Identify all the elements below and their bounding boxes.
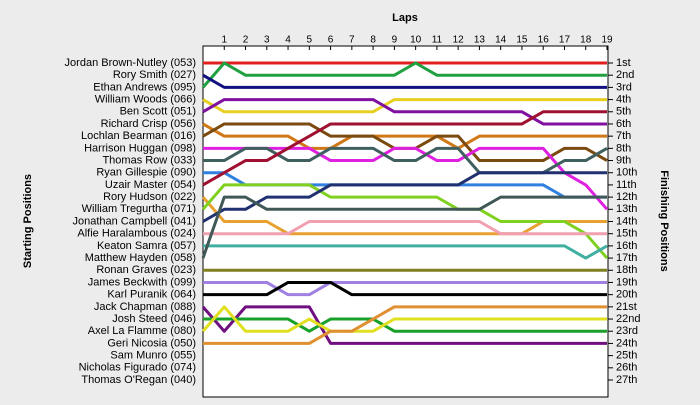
x-tick-label: 13 xyxy=(474,35,486,46)
y2-tick-label: 14th xyxy=(616,215,637,227)
x-tick-label: 19 xyxy=(601,35,613,46)
driver-label: Nicholas Figurado (074) xyxy=(79,362,196,374)
driver-label: William Tregurtha (071) xyxy=(82,203,196,215)
y2-tick-label: 27th xyxy=(616,374,637,386)
y-axis-title: Starting Positions xyxy=(22,174,34,268)
y2-tick-label: 22nd xyxy=(616,313,640,325)
driver-label: Keaton Samra (057) xyxy=(97,240,196,252)
driver-line xyxy=(203,305,607,345)
y2-tick-label: 8th xyxy=(616,142,631,154)
driver-label: Ronan Graves (023) xyxy=(96,264,196,276)
x-tick-label: 18 xyxy=(580,35,592,46)
x-tick-label: 9 xyxy=(392,35,398,46)
driver-label: Uzair Master (054) xyxy=(105,179,196,191)
driver-label: Jordan Brown-Nutley (053) xyxy=(65,57,196,69)
y2-tick-label: 3rd xyxy=(616,81,632,93)
driver-label: Jack Chapman (088) xyxy=(94,301,196,313)
driver-line xyxy=(202,122,607,150)
y2-tick-label: 13th xyxy=(616,203,637,215)
x-tick-label: 5 xyxy=(307,35,313,46)
driver-line xyxy=(203,317,607,333)
y2-tick-label: 6th xyxy=(616,118,631,130)
driver-label: Alfie Haralambous (024) xyxy=(77,228,196,240)
driver-line xyxy=(201,305,607,333)
x-tick-label: 12 xyxy=(453,35,465,46)
y2-tick-label: 15th xyxy=(616,228,637,240)
y2-tick-label: 5th xyxy=(616,106,631,118)
driver-label: Josh Steed (046) xyxy=(112,313,196,325)
driver-line xyxy=(202,171,607,223)
x-tick-label: 1 xyxy=(221,35,227,46)
y2-tick-label: 25th xyxy=(616,350,637,362)
x-tick-label: 4 xyxy=(285,35,291,46)
driver-line xyxy=(201,195,607,259)
driver-label: Rory Smith (027) xyxy=(113,69,196,81)
y2-tick-label: 17th xyxy=(616,252,637,264)
driver-line xyxy=(202,73,607,89)
y2-tick-label: 19th xyxy=(616,276,637,288)
y2-tick-label: 4th xyxy=(616,93,631,105)
y2-tick-label: 23rd xyxy=(616,325,638,337)
driver-label: Axel La Flamme (080) xyxy=(88,325,196,337)
driver-label: Karl Puranik (064) xyxy=(107,289,196,301)
x-tick-label: 17 xyxy=(559,35,571,46)
driver-line xyxy=(203,146,609,211)
driver-label: Jonathan Campbell (041) xyxy=(72,215,196,227)
y2-axis-title: Finishing Positions xyxy=(658,170,670,271)
driver-line xyxy=(202,98,607,114)
driver-line xyxy=(202,98,607,126)
y2-tick-label: 9th xyxy=(616,154,631,166)
driver-label: Rory Hudson (022) xyxy=(103,191,196,203)
x-tick-label: 14 xyxy=(495,35,507,46)
y2-tick-label: 16th xyxy=(616,240,637,252)
driver-label: Thomas O'Regan (040) xyxy=(81,374,196,386)
x-tick-label: 3 xyxy=(264,35,270,46)
driver-line xyxy=(203,244,608,260)
y2-tick-label: 12th xyxy=(616,191,637,203)
x-tick-label: 2 xyxy=(243,35,249,46)
y2-tick-label: 21st xyxy=(616,301,637,313)
driver-label: Sam Munro (055) xyxy=(110,350,196,362)
y2-tick-label: 1st xyxy=(616,57,631,69)
driver-line xyxy=(201,196,607,236)
y2-tick-label: 11th xyxy=(616,179,637,191)
driver-label: Ryan Gillespie (090) xyxy=(96,167,196,179)
driver-label: William Woods (066) xyxy=(95,93,196,105)
driver-label: James Beckwith (099) xyxy=(88,276,196,288)
driver-label: Matthew Hayden (058) xyxy=(85,252,196,264)
driver-line xyxy=(203,280,607,297)
driver-line xyxy=(201,305,607,345)
y2-tick-label: 18th xyxy=(616,264,637,276)
x-tick-label: 16 xyxy=(538,35,550,46)
driver-label: Ben Scott (051) xyxy=(120,106,196,118)
y2-tick-label: 10th xyxy=(616,167,637,179)
y2-tick-label: 26th xyxy=(616,362,637,374)
x-tick-label: 15 xyxy=(516,35,528,46)
driver-line xyxy=(203,220,607,236)
driver-label: Richard Crisp (056) xyxy=(101,118,196,130)
x-tick-label: 6 xyxy=(328,35,334,46)
x-tick-label: 8 xyxy=(370,35,376,46)
y2-tick-label: 7th xyxy=(616,130,631,142)
driver-label: Lochlan Bearman (016) xyxy=(81,130,196,142)
driver-label: Geri Nicosia (050) xyxy=(107,337,196,349)
y2-tick-label: 20th xyxy=(616,289,637,301)
y2-tick-label: 24th xyxy=(616,337,637,349)
driver-line xyxy=(201,183,609,260)
x-axis-title: Laps xyxy=(392,12,418,24)
driver-label: Thomas Row (033) xyxy=(102,154,196,166)
driver-label: Harrison Huggan (098) xyxy=(84,142,196,154)
driver-label: Ethan Andrews (095) xyxy=(93,81,196,93)
x-tick-label: 10 xyxy=(410,35,422,46)
driver-line xyxy=(202,110,607,187)
driver-line xyxy=(203,280,607,297)
x-tick-label: 11 xyxy=(432,35,443,46)
driver-line xyxy=(201,61,607,89)
x-tick-label: 7 xyxy=(349,35,355,46)
y2-tick-label: 2nd xyxy=(616,69,634,81)
